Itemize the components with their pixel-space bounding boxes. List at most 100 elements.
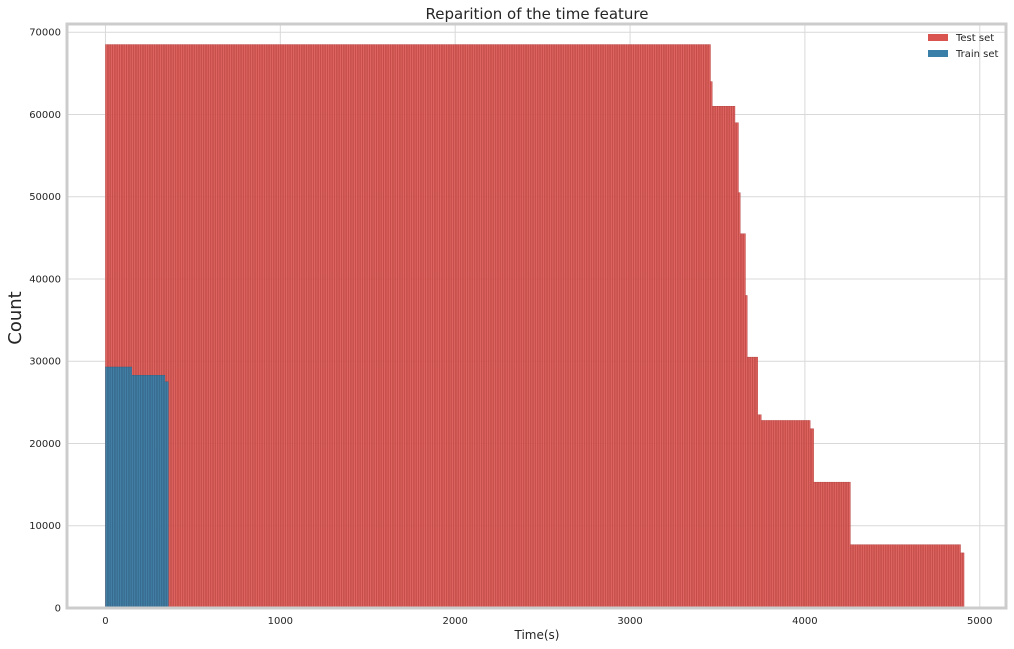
histogram-bar	[225, 44, 229, 609]
histogram-bar	[164, 381, 167, 609]
histogram-bar	[689, 44, 692, 609]
histogram-bar	[325, 44, 328, 609]
histogram-bar	[449, 44, 452, 609]
histogram-bar	[713, 106, 716, 609]
histogram-bar	[851, 544, 855, 609]
histogram-bar	[865, 544, 869, 609]
histogram-bar	[537, 44, 540, 609]
histogram-bar	[441, 44, 444, 609]
histogram-bar	[953, 544, 956, 609]
histogram-bar	[509, 44, 512, 609]
histogram-bar	[886, 544, 890, 609]
histogram-bar	[659, 44, 662, 609]
histogram-bar	[447, 44, 451, 609]
histogram-bar	[434, 44, 437, 609]
bars	[105, 44, 965, 609]
y-tick-label: 70000	[29, 28, 61, 39]
histogram-bar	[353, 44, 356, 609]
histogram-bar	[726, 106, 729, 609]
histogram-bar	[255, 44, 258, 609]
histogram-bar	[348, 44, 351, 609]
series-train-set	[105, 366, 169, 609]
histogram-bar	[430, 44, 433, 609]
histogram-bar	[692, 44, 695, 609]
histogram-bar	[591, 44, 594, 609]
histogram-bar	[684, 44, 687, 609]
histogram-bar	[378, 44, 381, 609]
histogram-bar	[374, 44, 377, 609]
histogram-bar	[524, 44, 528, 609]
histogram-bar	[729, 106, 732, 609]
histogram-bar	[705, 44, 708, 609]
histogram-bar	[238, 44, 241, 609]
series-test-set	[105, 44, 965, 609]
histogram-bar	[670, 44, 673, 609]
histogram-bar	[563, 44, 566, 609]
histogram-bar	[407, 44, 410, 609]
histogram-bar	[206, 44, 209, 609]
histogram-bar	[334, 44, 337, 609]
histogram-bar	[150, 375, 153, 609]
x-tick-label: 0	[102, 616, 108, 627]
histogram-bar	[909, 544, 912, 609]
histogram-bar	[552, 44, 556, 609]
histogram-bar	[724, 106, 727, 609]
x-axis-label: Time(s)	[514, 628, 560, 642]
histogram-bar	[350, 44, 353, 609]
histogram-bar	[479, 44, 482, 609]
histogram-bar	[846, 481, 849, 609]
histogram-bar	[830, 481, 834, 609]
histogram-bar	[638, 44, 641, 609]
histogram-bar	[267, 44, 271, 609]
histogram-bar	[572, 44, 575, 609]
histogram-bar	[587, 44, 591, 609]
histogram-bar	[360, 44, 363, 609]
histogram-bar	[332, 44, 335, 609]
histogram-bar	[264, 44, 267, 609]
histogram-bar	[752, 356, 755, 609]
histogram-bar	[535, 44, 538, 609]
histogram-bar	[259, 44, 262, 609]
histogram-bar	[313, 44, 316, 609]
histogram-bar	[570, 44, 573, 609]
histogram-bar	[234, 44, 237, 609]
chart-title: Reparition of the time feature	[426, 5, 649, 23]
histogram-bar	[710, 81, 713, 609]
histogram-bar	[948, 544, 951, 609]
histogram-bar	[175, 44, 178, 609]
histogram-bar	[844, 481, 848, 609]
histogram-bar	[491, 44, 494, 609]
histogram-bar	[413, 44, 416, 609]
histogram-bar	[213, 44, 216, 609]
histogram-bar	[549, 44, 552, 609]
histogram-bar	[169, 44, 173, 609]
histogram-bar	[128, 366, 131, 609]
histogram-bar	[301, 44, 304, 609]
histogram-bar	[731, 106, 734, 609]
histogram-bar	[243, 44, 246, 609]
histogram-bar	[292, 44, 295, 609]
histogram-bar	[257, 44, 260, 609]
histogram-bar	[425, 44, 428, 609]
histogram-bar	[893, 544, 897, 609]
histogram-bar	[955, 544, 958, 609]
histogram-bar	[456, 44, 459, 609]
histogram-bar	[858, 544, 862, 609]
histogram-bar	[112, 366, 115, 609]
histogram-bar	[115, 366, 118, 609]
histogram-bar	[850, 544, 853, 609]
histogram-bar	[804, 420, 807, 609]
histogram-bar	[795, 420, 799, 609]
histogram-bar	[673, 44, 676, 609]
histogram-bar	[383, 44, 386, 609]
y-tick-labels: 0 10000 20000 30000 40000 50000 60000 70000	[29, 28, 61, 615]
histogram-bar	[942, 544, 945, 609]
histogram-bar	[161, 375, 164, 609]
histogram-bar	[427, 44, 430, 609]
histogram-bar	[787, 420, 790, 609]
histogram-bar	[309, 44, 313, 609]
histogram-bar	[547, 44, 550, 609]
histogram-bar	[755, 356, 758, 609]
histogram-bar	[503, 44, 507, 609]
histogram-bar	[762, 420, 765, 609]
